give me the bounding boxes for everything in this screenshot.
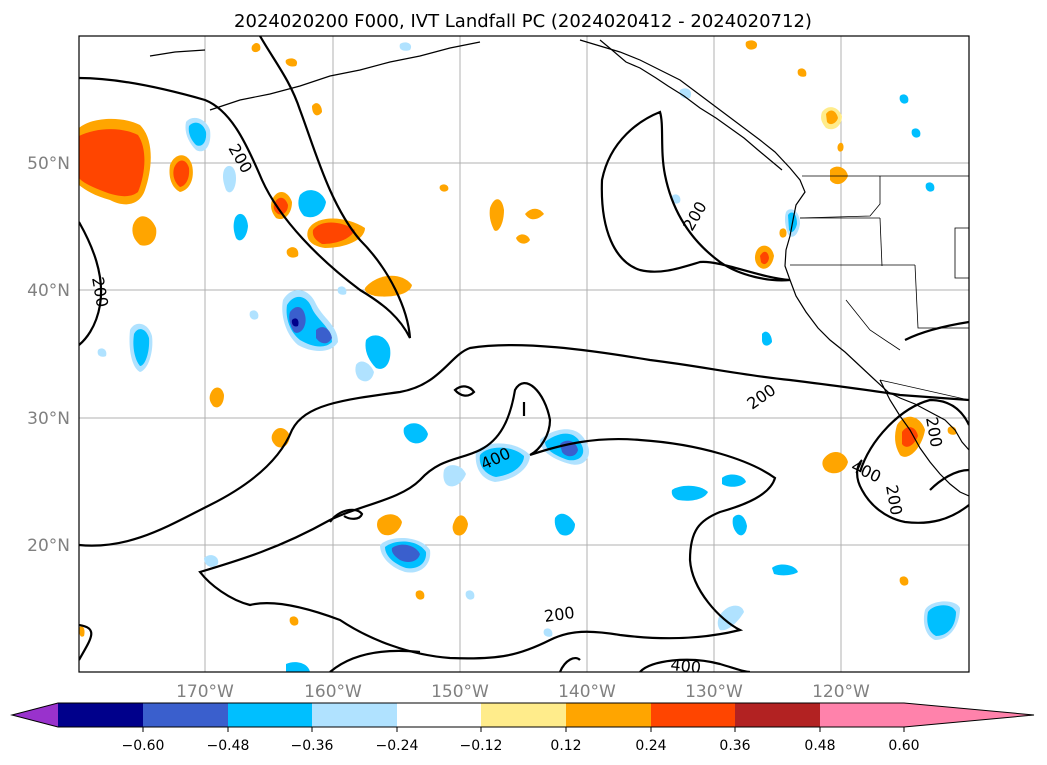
lat-label: 40°N [27,281,70,301]
lon-label: 150°W [431,682,489,702]
colorbar-segment [143,703,228,727]
lon-label: 170°W [176,682,234,702]
coastlines [149,39,969,497]
colorbar: −0.60 −0.48 −0.36 −0.24 −0.12 0.12 0.24 … [10,702,1035,754]
lat-labels: 50°N 40°N 30°N 20°N [27,154,70,556]
colorbar-tick-label: 0.60 [888,738,919,754]
ivt-contours [79,36,969,672]
gridlines [79,36,969,672]
contour-label: 200 [543,603,576,626]
colorbar-tick-label: 0.48 [804,738,835,754]
positive-anomaly-fills [79,40,957,637]
colorbar-segment [820,703,904,727]
colorbar-segment [397,703,481,727]
colorbar-ticks [142,727,905,732]
lat-label: 50°N [27,154,70,174]
map-panel [79,36,969,672]
lat-label: 30°N [27,409,70,429]
colorbar-segment [312,703,397,727]
colorbar-tick-label: 0.24 [635,738,666,754]
colorbar-segment [651,703,735,727]
borders [790,175,969,401]
colorbar-segment [228,703,312,727]
colorbar-tick-label: −0.12 [460,738,503,754]
lon-label: 160°W [304,682,362,702]
colorbar-tick-label: 0.36 [719,738,750,754]
negative-anomaly-fills [97,42,960,672]
colorbar-tick-label: 0.12 [550,738,581,754]
contour-label: 400 [670,655,702,677]
colorbar-segment [566,703,651,727]
colorbar-extend-low [12,703,58,727]
lat-label: 20°N [27,536,70,556]
figure-title: 2024020200 F000, IVT Landfall PC (202402… [234,11,812,32]
colorbar-tick-label: −0.48 [207,738,250,754]
colorbar-segment [58,703,143,727]
lon-label: 140°W [558,682,616,702]
colorbar-tick-label: −0.60 [122,738,165,754]
lon-label: 130°W [685,682,743,702]
colorbar-tick-label: −0.24 [376,738,419,754]
lon-label: 120°W [812,682,870,702]
map-frame [78,35,970,673]
colorbar-segment [735,703,820,727]
colorbar-segment [481,703,566,727]
lon-labels: 170°W 160°W 150°W 140°W 130°W 120°W [176,682,870,702]
colorbar-tick-label: −0.36 [291,738,334,754]
map-content: 200 200 200 200 200 200 400 400 400 200 [79,36,969,677]
